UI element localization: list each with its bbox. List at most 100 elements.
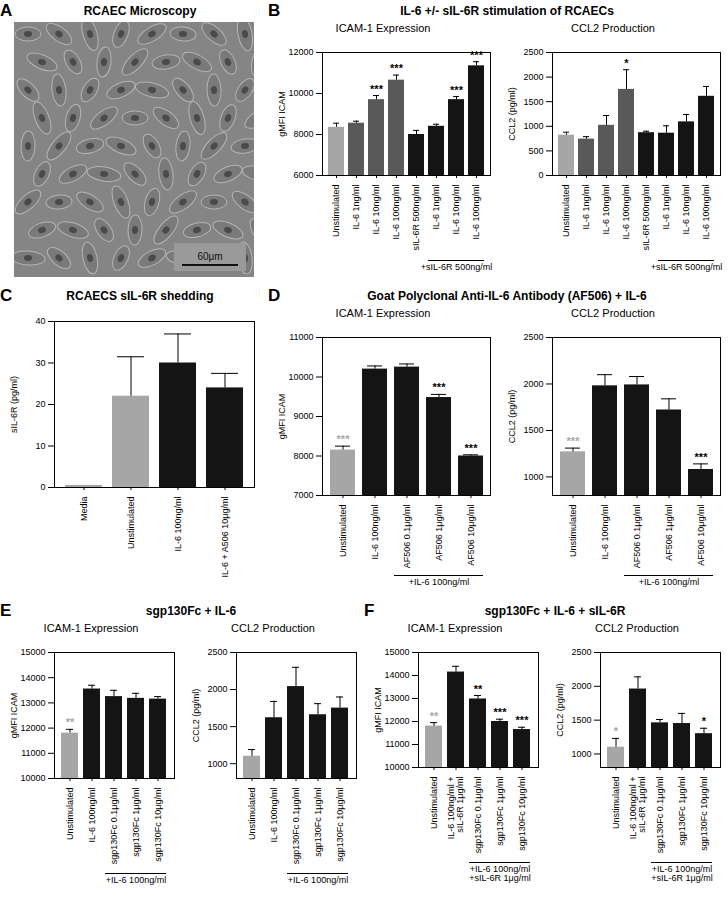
svg-text:***: *** bbox=[337, 433, 351, 445]
svg-text:sgp130Fc 10μg/ml: sgp130Fc 10μg/ml bbox=[517, 777, 527, 851]
svg-text:10000: 10000 bbox=[20, 773, 45, 783]
svg-text:2500: 2500 bbox=[207, 647, 227, 657]
svg-text:**: ** bbox=[474, 683, 483, 695]
svg-text:14000: 14000 bbox=[384, 670, 409, 680]
svg-text:8000: 8000 bbox=[293, 129, 313, 139]
svg-text:IL-6 10ng/ml: IL-6 10ng/ml bbox=[681, 185, 691, 235]
svg-text:CCL2 (pg/ml): CCL2 (pg/ml) bbox=[507, 390, 517, 444]
svg-text:IL-6 10ng/ml: IL-6 10ng/ml bbox=[601, 185, 611, 235]
svg-text:sIL-6R (pg/ml): sIL-6R (pg/ml) bbox=[9, 376, 19, 433]
svg-text:IL-6 100ng/ml +sIL-6R 1μg/ml: IL-6 100ng/ml +sIL-6R 1μg/ml bbox=[446, 777, 465, 840]
svg-text:10: 10 bbox=[35, 441, 45, 451]
svg-text:20: 20 bbox=[35, 399, 45, 409]
svg-text:13000: 13000 bbox=[20, 698, 45, 708]
svg-text:+IL-6 100ng/ml: +IL-6 100ng/ml bbox=[288, 875, 348, 885]
svg-text:gMFI ICAM: gMFI ICAM bbox=[277, 91, 287, 137]
svg-text:sIL-6R 500ng/ml: sIL-6R 500ng/ml bbox=[411, 185, 421, 251]
svg-text:sgp130Fc 1μg/ml: sgp130Fc 1μg/ml bbox=[495, 777, 505, 846]
svg-text:***: *** bbox=[695, 451, 709, 463]
svg-text:IL-6 100ng/ml: IL-6 100ng/ml bbox=[269, 788, 279, 843]
svg-text:10000: 10000 bbox=[288, 88, 313, 98]
svg-text:10000: 10000 bbox=[288, 372, 313, 382]
svg-text:AF506 10μg/ml: AF506 10μg/ml bbox=[466, 505, 476, 566]
svg-text:1000: 1000 bbox=[207, 759, 227, 769]
svg-text:IL-6 100ng/ml: IL-6 100ng/ml bbox=[471, 185, 481, 240]
svg-text:Unstimulated: Unstimulated bbox=[247, 788, 257, 841]
svg-text:*: * bbox=[624, 57, 629, 69]
svg-text:Unstimulated: Unstimulated bbox=[568, 505, 578, 558]
svg-text:Unstimulated: Unstimulated bbox=[338, 505, 348, 558]
svg-text:12000: 12000 bbox=[20, 723, 45, 733]
svg-text:1500: 1500 bbox=[523, 97, 543, 107]
svg-text:Unstimulated: Unstimulated bbox=[331, 185, 341, 238]
svg-text:sIL-6R 500ng/ml: sIL-6R 500ng/ml bbox=[641, 185, 651, 251]
svg-text:Unstimulated: Unstimulated bbox=[429, 777, 439, 830]
svg-text:6000: 6000 bbox=[293, 170, 313, 180]
svg-text:Unstimulated: Unstimulated bbox=[65, 788, 75, 841]
svg-text:15000: 15000 bbox=[20, 647, 45, 657]
svg-text:9000: 9000 bbox=[293, 411, 313, 421]
svg-text:+IL-6 100ng/ml: +IL-6 100ng/ml bbox=[639, 577, 699, 587]
svg-text:+IL-6 100ng/ml+sIL-6R 1μg/ml: +IL-6 100ng/ml+sIL-6R 1μg/ml bbox=[651, 864, 712, 883]
svg-text:**: ** bbox=[430, 710, 439, 722]
svg-text:+sIL-6R 500ng/ml: +sIL-6R 500ng/ml bbox=[651, 262, 722, 272]
svg-text:IL-6 100ng/ml: IL-6 100ng/ml bbox=[701, 185, 711, 240]
svg-text:14000: 14000 bbox=[20, 673, 45, 683]
svg-text:sgp130Fc 0.1μg/ml: sgp130Fc 0.1μg/ml bbox=[655, 777, 665, 854]
svg-text:Unstimulated: Unstimulated bbox=[561, 185, 571, 238]
svg-text:0: 0 bbox=[538, 170, 543, 180]
svg-text:2000: 2000 bbox=[207, 684, 227, 694]
svg-text:2000: 2000 bbox=[571, 681, 591, 691]
svg-text:***: *** bbox=[567, 435, 581, 447]
svg-text:10000: 10000 bbox=[384, 762, 409, 772]
svg-text:sgp130Fc 1μg/ml: sgp130Fc 1μg/ml bbox=[131, 788, 141, 857]
svg-text:2500: 2500 bbox=[523, 332, 543, 342]
svg-text:Media: Media bbox=[79, 497, 89, 522]
svg-text:1000: 1000 bbox=[523, 472, 543, 482]
svg-text:sgp130Fc 10μg/ml: sgp130Fc 10μg/ml bbox=[699, 777, 709, 851]
svg-text:IL-6 100ng/ml: IL-6 100ng/ml bbox=[87, 788, 97, 843]
svg-text:sgp130Fc 0.1μg/ml: sgp130Fc 0.1μg/ml bbox=[473, 777, 483, 854]
svg-text:IL-6 10ng/ml: IL-6 10ng/ml bbox=[371, 185, 381, 235]
svg-text:+sIL-6R 500ng/ml: +sIL-6R 500ng/ml bbox=[421, 262, 492, 272]
svg-text:15000: 15000 bbox=[384, 647, 409, 657]
svg-text:CCL2 (pg/ml): CCL2 (pg/ml) bbox=[555, 683, 565, 737]
svg-text:**: ** bbox=[66, 716, 75, 728]
svg-text:sgp130Fc 0.1μg/ml: sgp130Fc 0.1μg/ml bbox=[291, 788, 301, 865]
svg-text:7000: 7000 bbox=[293, 490, 313, 500]
svg-text:0: 0 bbox=[40, 482, 45, 492]
svg-text:IL-6 + A506 10μg/ml: IL-6 + A506 10μg/ml bbox=[220, 497, 230, 578]
svg-text:1500: 1500 bbox=[571, 715, 591, 725]
svg-text:*: * bbox=[614, 725, 619, 737]
svg-text:13000: 13000 bbox=[384, 693, 409, 703]
svg-text:1500: 1500 bbox=[207, 721, 227, 731]
svg-text:+IL-6 100ng/ml: +IL-6 100ng/ml bbox=[106, 875, 166, 885]
svg-text:IL-6 1ng/ml: IL-6 1ng/ml bbox=[661, 185, 671, 230]
svg-text:sgp130Fc 0.1μg/ml: sgp130Fc 0.1μg/ml bbox=[109, 788, 119, 865]
svg-text:1500: 1500 bbox=[523, 425, 543, 435]
svg-text:AF506 0.1μg/ml: AF506 0.1μg/ml bbox=[402, 505, 412, 569]
svg-text:11000: 11000 bbox=[21, 748, 45, 758]
svg-text:IL-6 100ng/ml: IL-6 100ng/ml bbox=[370, 505, 380, 560]
svg-text:AF506 1μg/ml: AF506 1μg/ml bbox=[434, 505, 444, 561]
svg-text:*: * bbox=[702, 715, 707, 727]
svg-text:IL-6 10ng/ml: IL-6 10ng/ml bbox=[451, 185, 461, 235]
svg-text:1000: 1000 bbox=[523, 121, 543, 131]
svg-text:IL-6 100ng/ml: IL-6 100ng/ml bbox=[600, 505, 610, 560]
svg-text:***: *** bbox=[516, 714, 530, 726]
svg-text:2000: 2000 bbox=[523, 379, 543, 389]
svg-text:11000: 11000 bbox=[385, 739, 409, 749]
svg-text:***: *** bbox=[470, 49, 484, 61]
svg-text:2500: 2500 bbox=[571, 647, 591, 657]
svg-text:40: 40 bbox=[35, 316, 45, 326]
svg-text:sgp130Fc 10μg/ml: sgp130Fc 10μg/ml bbox=[153, 788, 163, 862]
svg-text:***: *** bbox=[433, 381, 447, 393]
svg-text:12000: 12000 bbox=[288, 47, 313, 57]
svg-text:gMFI ICAM: gMFI ICAM bbox=[9, 693, 19, 739]
svg-text:gMFI ICAM: gMFI ICAM bbox=[373, 687, 383, 733]
svg-text:IL-6 100ng/ml: IL-6 100ng/ml bbox=[391, 185, 401, 240]
svg-text:CCL2 (pg/ml): CCL2 (pg/ml) bbox=[507, 87, 517, 141]
svg-text:30: 30 bbox=[35, 358, 45, 368]
svg-text:***: *** bbox=[494, 706, 508, 718]
svg-text:sgp130Fc 10μg/ml: sgp130Fc 10μg/ml bbox=[335, 788, 345, 862]
